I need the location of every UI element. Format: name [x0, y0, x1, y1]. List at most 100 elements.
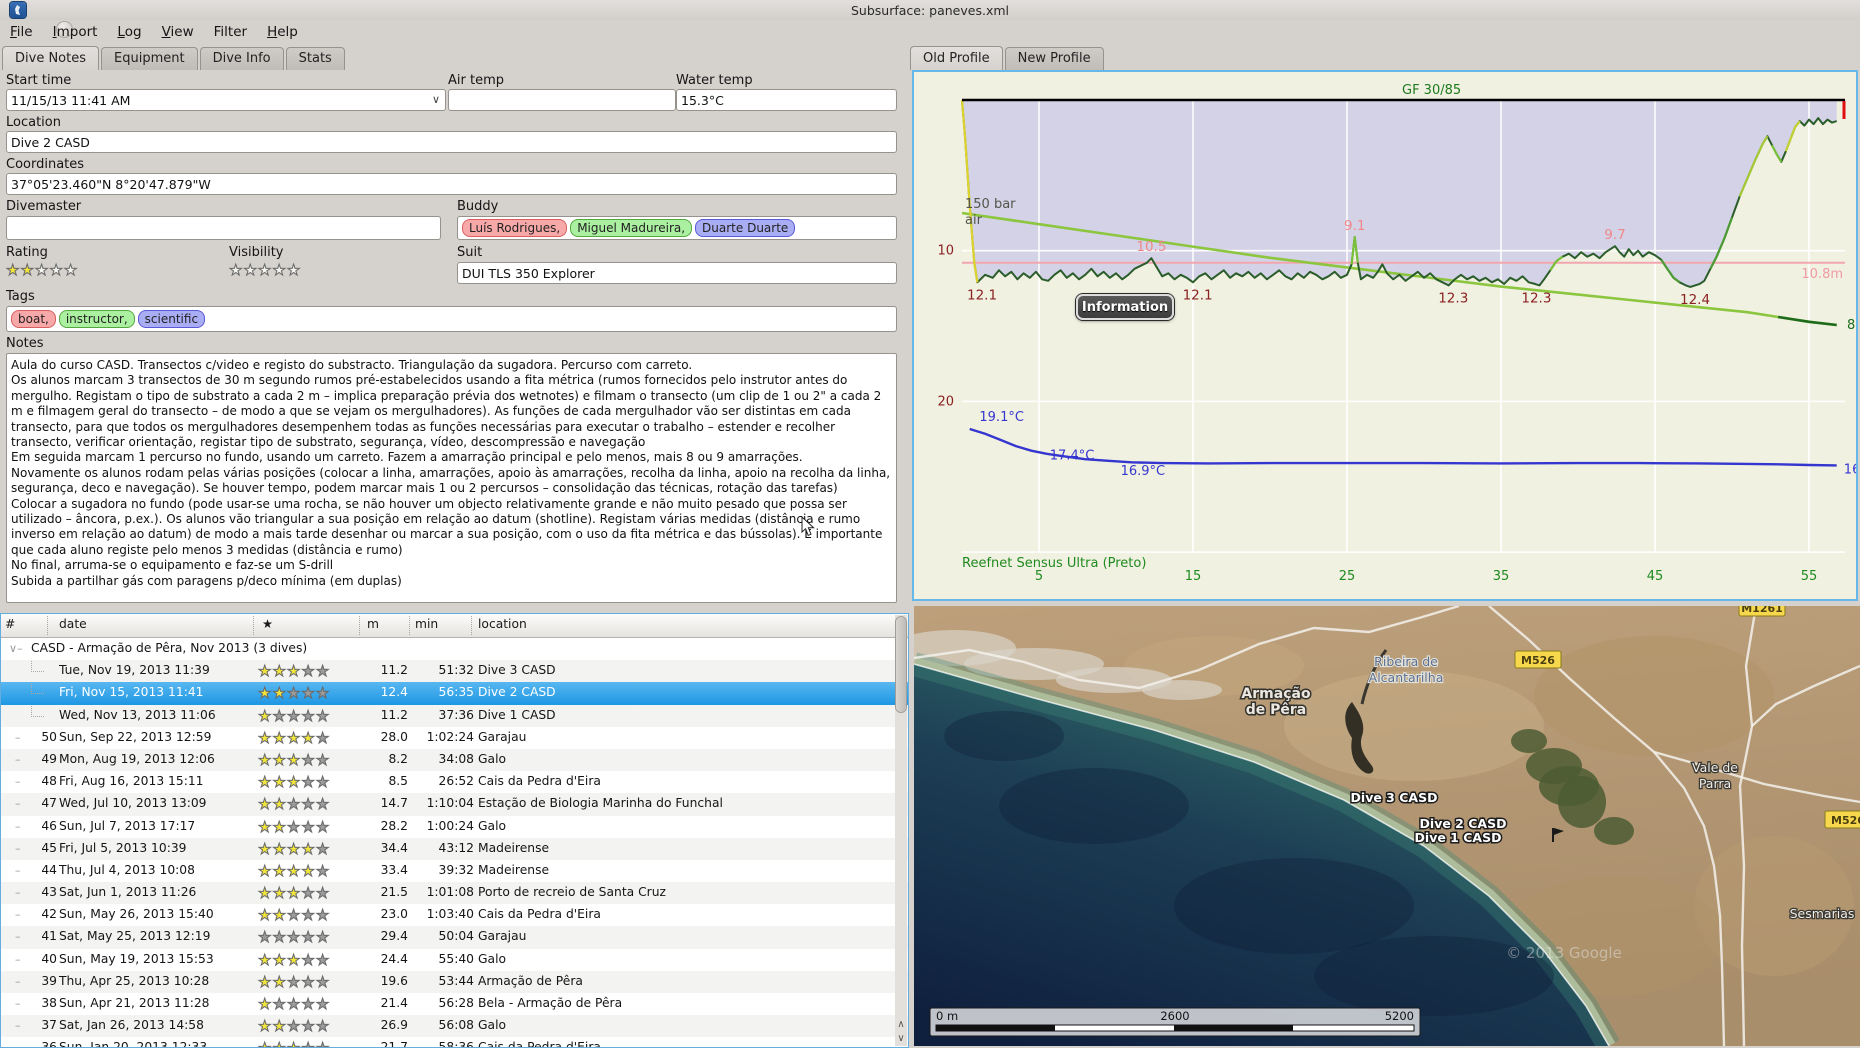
menu-item-filter[interactable]: Filter	[213, 24, 248, 40]
map-label: Parra	[1699, 776, 1731, 791]
column-header-0[interactable]: #	[5, 617, 16, 631]
star-icon: ★	[315, 684, 330, 703]
dive-rating: ★★★★★	[257, 1040, 330, 1047]
svg-text:12.1: 12.1	[967, 287, 997, 303]
star-icon: ★	[315, 1017, 330, 1036]
dive-row[interactable]: –41 Sat, May 25, 2013 12:19 ★★★★★ 29.4 50:04…	[1, 926, 908, 949]
dive-row[interactable]: –43 Sat, Jun 1, 2013 11:26 ★★★★★ 21.5 1:01:0…	[1, 882, 908, 905]
dive-row[interactable]: –44 Thu, Jul 4, 2013 10:08 ★★★★★ 33.4 39:32 M…	[1, 859, 908, 883]
star-icon: ★	[315, 928, 330, 947]
svg-text:17.4°C: 17.4°C	[1050, 448, 1095, 463]
dive-row[interactable]: –45 Fri, Jul 5, 2013 10:39 ★★★★★ 34.4 43:12 M…	[1, 837, 908, 860]
svg-text:150 bar: 150 bar	[965, 197, 1016, 212]
column-separator	[253, 616, 254, 635]
tags-field[interactable]: boat, instructor, scientific	[6, 306, 897, 332]
dive-number: 40	[41, 951, 57, 966]
star-icon: ★	[257, 1017, 272, 1036]
buddy-label: Buddy	[457, 199, 499, 214]
water-temp-field[interactable]: 15.3°C	[676, 89, 897, 111]
dive-row[interactable]: –39 Thu, Apr 25, 2013 10:28 ★★★★★ 19.6 53:44…	[1, 970, 908, 993]
dive-date: Tue, Nov 19, 2013 11:39	[59, 663, 210, 678]
column-header-5[interactable]: location	[478, 617, 527, 631]
dive-list-table[interactable]: # date ★ m min location ∨– CASD - Armação de P…	[0, 613, 909, 1048]
dive-rating: ★★★★★	[257, 796, 330, 813]
svg-text:10: 10	[937, 244, 954, 259]
window-button-icon[interactable]	[57, 22, 72, 37]
svg-text:5: 5	[1035, 569, 1043, 584]
dive-row[interactable]: Wed, Nov 13, 2013 11:06 ★★★★★ 11.2 37:36 Div…	[1, 704, 908, 727]
scrollbar-thumb[interactable]	[896, 617, 906, 712]
star-icon: ★	[315, 706, 330, 725]
dive-location: Galo	[478, 951, 507, 966]
dive-row[interactable]: –48 Fri, Aug 16, 2013 15:11 ★★★★★ 8.5 26:52 C…	[1, 771, 908, 794]
tab-equipment[interactable]: Equipment	[101, 47, 198, 70]
svg-text:15: 15	[1185, 569, 1202, 584]
location-value: Dive 2 CASD	[11, 134, 90, 150]
visibility-stars[interactable]: ★ ★ ★ ★ ★	[228, 262, 301, 279]
column-header-4[interactable]: min	[415, 617, 439, 631]
star-icon: ★	[272, 706, 286, 725]
buddy-field[interactable]: Luís Rodrigues, Miguel Madureira, Duarte…	[457, 216, 897, 240]
star-icon: ★	[301, 773, 315, 792]
column-separator	[47, 616, 48, 635]
menu-item-help[interactable]: Help	[267, 24, 298, 40]
svg-text:0 m: 0 m	[936, 1009, 958, 1023]
notes-textarea[interactable]: Aula do curso CASD. Transectos c/video e…	[6, 353, 897, 603]
dive-list-scrollbar[interactable]: ∧ ∨	[895, 615, 907, 1046]
chevron-down-icon: ∨	[431, 93, 440, 106]
dive-depth: 11.2	[380, 663, 408, 678]
tab-stats[interactable]: Stats	[285, 47, 345, 70]
dive-row[interactable]: –47 Wed, Jul 10, 2013 13:09 ★★★★★ 14.7 1:10:…	[1, 793, 908, 816]
location-field[interactable]: Dive 2 CASD	[6, 131, 897, 153]
start-time-combobox[interactable]: 11/15/13 11:41 AM ∨	[6, 89, 446, 111]
dive-number: 50	[41, 729, 57, 744]
dive-row[interactable]: –46 Sun, Jul 7, 2013 17:17 ★★★★★ 28.2 1:00:2…	[1, 815, 908, 838]
column-header-1[interactable]: date	[59, 617, 87, 631]
dive-trip-row[interactable]: ∨– CASD - Armação de Pêra, Nov 2013 (3 di…	[1, 638, 908, 661]
star-icon: ★	[257, 972, 272, 991]
tab-new-profile[interactable]: New Profile	[1004, 47, 1104, 70]
tab-dive-info[interactable]: Dive Info	[199, 47, 284, 70]
information-button[interactable]: Information	[1076, 294, 1174, 320]
dive-row[interactable]: –38 Sun, Apr 21, 2013 11:28 ★★★★★ 21.4 56:28…	[1, 993, 908, 1016]
coordinates-field[interactable]: 37°05'23.460"N 8°20'47.879"W	[6, 173, 897, 195]
dive-duration: 1:10:04	[426, 796, 474, 811]
suit-field[interactable]: DUI TLS 350 Explorer	[457, 262, 897, 284]
dive-location: Dive 2 CASD	[478, 685, 556, 700]
menu-item-view[interactable]: View	[161, 24, 194, 40]
air-temp-field[interactable]	[448, 89, 676, 111]
dive-number: 46	[41, 818, 57, 833]
tab-dive-notes[interactable]: Dive Notes	[2, 46, 99, 70]
dive-row[interactable]: –37 Sat, Jan 26, 2013 14:58 ★★★★★ 26.9 56:08…	[1, 1015, 908, 1038]
dive-row[interactable]: Tue, Nov 19, 2013 11:39 ★★★★★ 11.2 51:32 Div…	[1, 660, 908, 683]
road	[1751, 664, 1860, 727]
menu-item-file[interactable]: File	[10, 24, 33, 40]
column-header-3[interactable]: m	[367, 617, 379, 631]
coordinates-label: Coordinates	[6, 157, 85, 172]
dive-depth: 21.4	[380, 996, 408, 1010]
scroll-up-icon[interactable]: ∧	[897, 1019, 905, 1030]
dive-list-header[interactable]: # date ★ m min location	[1, 614, 908, 638]
star-icon: ★	[286, 1017, 301, 1036]
dive-row[interactable]: –49 Mon, Aug 19, 2013 12:06 ★★★★★ 8.2 34:08 G…	[1, 748, 908, 772]
dive-number: 48	[41, 774, 57, 789]
tag-chip: scientific	[137, 310, 206, 328]
rating-stars[interactable]: ★ ★ ★ ★ ★	[5, 262, 78, 279]
dive-row[interactable]: –40 Sun, May 19, 2013 15:53 ★★★★★ 24.4 55:40…	[1, 948, 908, 971]
scroll-down-icon[interactable]: ∨	[897, 1033, 905, 1044]
column-header-2[interactable]: ★	[262, 617, 274, 631]
star-icon: ★	[257, 906, 272, 925]
dive-location: Garajau	[478, 729, 527, 744]
road	[1653, 750, 1860, 804]
dive-row[interactable]: –50 Sun, Sep 22, 2013 12:59 ★★★★★ 28.0 1:02:…	[1, 726, 908, 749]
svg-text:9.7: 9.7	[1604, 227, 1625, 243]
dive-row[interactable]: Fri, Nov 15, 2013 11:41 ★★★★★ 12.4 56:35 Div…	[1, 682, 908, 705]
divemaster-field[interactable]	[6, 216, 441, 240]
dive-row[interactable]: –42 Sun, May 26, 2013 15:40 ★★★★★ 23.0 1:03:…	[1, 904, 908, 927]
tab-old-profile[interactable]: Old Profile	[910, 46, 1003, 70]
svg-text:Reefnet Sensus Ultra (Preto): Reefnet Sensus Ultra (Preto)	[962, 556, 1146, 571]
menu-item-log[interactable]: Log	[117, 24, 142, 40]
menu-item-import[interactable]: Import	[52, 24, 98, 40]
